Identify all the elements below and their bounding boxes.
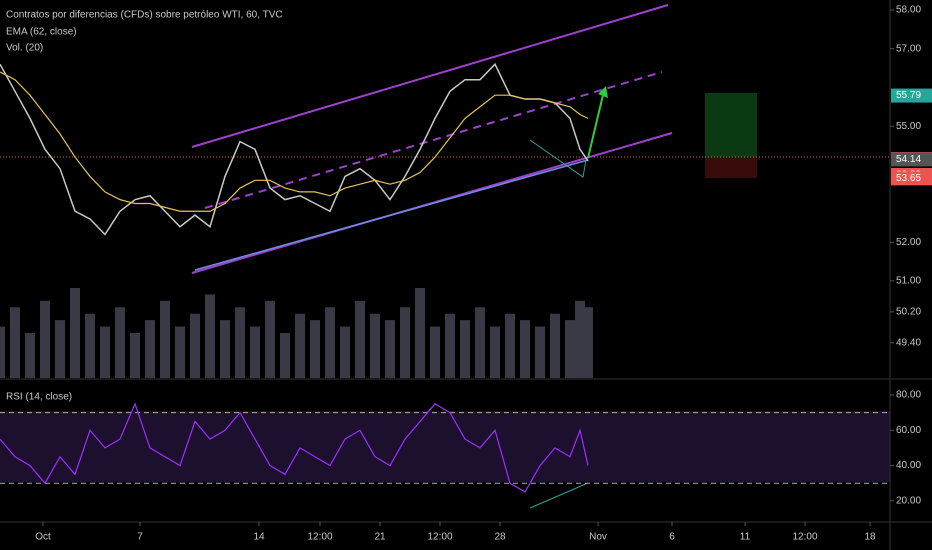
volume-bar xyxy=(475,307,485,378)
volume-bar xyxy=(535,326,545,378)
series-line xyxy=(0,71,589,212)
volume-bar xyxy=(325,307,335,378)
indicator-label: EMA (62, close) xyxy=(6,27,77,38)
volume-bar xyxy=(430,326,440,378)
x-tick-label: 12:00 xyxy=(427,532,452,543)
y-tick-label: 52.00 xyxy=(896,237,921,248)
volume-bar xyxy=(265,300,275,378)
x-tick-label: 18 xyxy=(864,532,876,543)
volume-bar xyxy=(0,326,5,378)
volume-bar xyxy=(400,307,410,378)
volume-bar xyxy=(355,300,365,378)
volume-bar xyxy=(250,326,260,378)
volume-bar xyxy=(575,300,585,378)
y-tick-label: 57.00 xyxy=(896,43,921,54)
rsi-title: RSI (14, close) xyxy=(6,392,72,403)
divergence xyxy=(529,139,587,178)
y-tick-label: 55.00 xyxy=(896,121,921,132)
arrow xyxy=(587,94,604,159)
volume-bar xyxy=(505,313,515,378)
volume-bar xyxy=(490,326,500,378)
stop-box xyxy=(705,157,757,178)
x-tick-label: 28 xyxy=(494,532,506,543)
price-label-box xyxy=(891,88,932,103)
channel-upper xyxy=(191,4,669,148)
volume-bar xyxy=(370,313,380,378)
arrow-head xyxy=(598,86,608,98)
x-tick-label: Oct xyxy=(35,532,51,543)
rsi-divergence xyxy=(529,482,589,509)
volume-bar xyxy=(235,307,245,378)
support-line xyxy=(194,159,589,271)
volume-bar xyxy=(220,320,230,378)
rsi-tick-label: 60.00 xyxy=(896,425,921,436)
x-tick-label: 14 xyxy=(253,532,265,543)
rsi-tick-label: 20.00 xyxy=(896,495,921,506)
y-tick-label: 49.40 xyxy=(896,337,921,348)
volume-bar xyxy=(310,320,320,378)
volume-bar xyxy=(160,300,170,378)
volume-bar xyxy=(295,313,305,378)
x-tick-label: 7 xyxy=(137,532,143,543)
rsi-line xyxy=(0,402,589,493)
rsi-band-fill xyxy=(0,411,890,482)
volume-bar xyxy=(415,288,425,378)
volume-bar xyxy=(520,320,530,378)
volume-bar xyxy=(565,320,575,378)
volume-bar xyxy=(25,333,35,378)
volume-bar xyxy=(70,288,80,378)
volume-bar xyxy=(445,313,455,378)
volume-bar xyxy=(115,307,125,378)
volume-bar xyxy=(340,326,350,378)
volume-bar xyxy=(583,307,593,378)
series-line xyxy=(0,62,589,236)
rsi-tick-label: 80.00 xyxy=(896,390,921,401)
volume-bar xyxy=(100,326,110,378)
y-tick-label: 58.00 xyxy=(896,5,921,16)
price-label-box xyxy=(891,171,932,186)
volume-bar xyxy=(55,320,65,378)
price-label: 53.65 xyxy=(896,173,921,184)
volume-bar xyxy=(385,320,395,378)
volume-bar xyxy=(190,313,200,378)
rsi-tick-label: 40.00 xyxy=(896,460,921,471)
volume-bar xyxy=(145,320,155,378)
volume-bar xyxy=(205,294,215,378)
volume-bar xyxy=(85,313,95,378)
volume-bar xyxy=(280,333,290,378)
x-tick-label: 12:00 xyxy=(792,532,817,543)
price-label: 55.79 xyxy=(896,90,921,101)
y-tick-label: 50.20 xyxy=(896,306,921,317)
y-tick-label: 51.00 xyxy=(896,276,921,287)
chart-title: Contratos por diferencias (CFDs) sobre p… xyxy=(6,10,283,21)
indicator-label: Vol. (20) xyxy=(6,43,43,54)
x-tick-label: Nov xyxy=(589,532,607,543)
x-tick-label: 12:00 xyxy=(307,532,332,543)
price-label: 54.14 xyxy=(896,154,921,165)
x-tick-label: 11 xyxy=(740,532,751,543)
x-tick-label: 6 xyxy=(669,532,675,543)
channel-mid xyxy=(204,71,663,209)
volume-bar xyxy=(175,326,185,378)
volume-bar xyxy=(40,300,50,378)
price-label-box xyxy=(891,152,932,167)
volume-bar xyxy=(550,313,560,378)
volume-bar xyxy=(460,320,470,378)
target-box xyxy=(705,93,757,157)
volume-bar xyxy=(10,307,20,378)
x-tick-label: 21 xyxy=(374,532,386,543)
volume-bar xyxy=(130,333,140,378)
